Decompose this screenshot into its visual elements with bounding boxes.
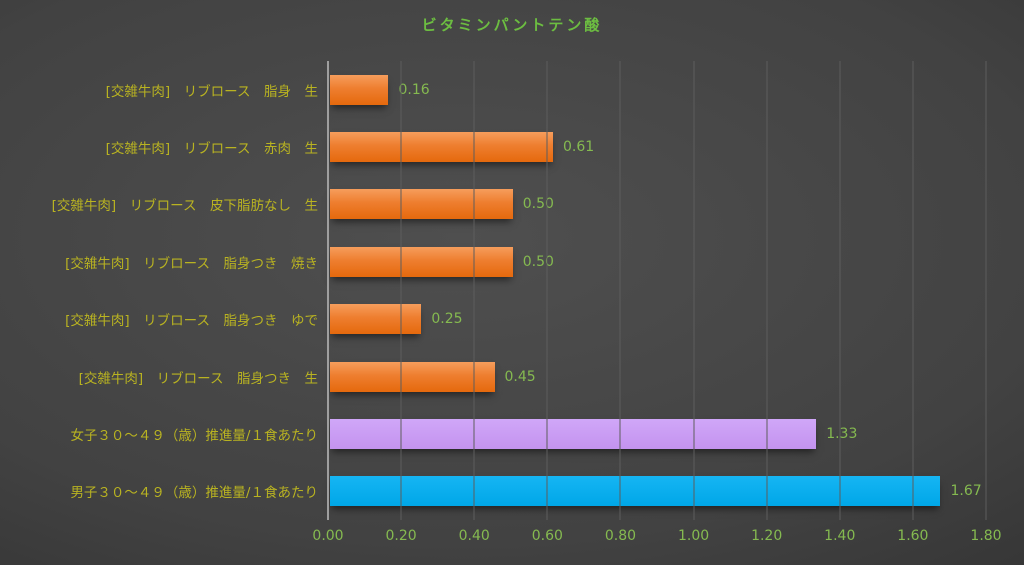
category-label: [交雑牛肉] リブロース 脂身つき ゆで	[65, 313, 318, 330]
gridline	[766, 61, 768, 520]
x-tick-label: 0.80	[604, 528, 637, 544]
category-label: [交雑牛肉] リブロース 皮下脂肪なし 生	[51, 198, 318, 215]
bar-orange	[330, 304, 422, 335]
category-label: 女子３０～４９（歳）推進量/１食あたり	[70, 427, 318, 444]
value-label: 0.61	[562, 139, 595, 156]
x-tick-label: 1.20	[751, 528, 783, 544]
bar-row: 0.25	[328, 291, 986, 348]
bar-orange	[330, 189, 513, 220]
bar-row: 0.50	[328, 176, 986, 233]
x-tick-label: 0.20	[385, 528, 417, 544]
value-label: 1.67	[950, 483, 982, 500]
x-axis: 0.00 0.20 0.40 0.60 0.80 1.00 1.20 1.40 1.60 1.80	[312, 528, 1001, 550]
bar-row: 0.61	[328, 118, 986, 175]
value-label: 0.50	[522, 253, 554, 270]
x-tick-label: 0.60	[531, 528, 563, 544]
gridline	[985, 61, 987, 520]
category-label: [交雑牛肉] リブロース 赤肉 生	[105, 141, 318, 158]
gridline	[400, 61, 402, 520]
bar-orange	[330, 74, 389, 105]
bar-blue	[330, 476, 941, 507]
gridline	[546, 61, 548, 520]
bar-orange	[330, 361, 495, 392]
y-axis-line	[327, 61, 329, 520]
bar-orange	[330, 132, 553, 163]
gridline	[693, 61, 695, 520]
x-tick-label: 1.40	[824, 528, 856, 544]
plot-area: 0.16 0.61 0.50 0.50 0.25 0.45 1.33 1.67	[327, 61, 987, 520]
category-label: 男子３０～４９（歳）推進量/１食あたり	[70, 485, 318, 502]
value-label: 0.16	[398, 81, 430, 98]
value-label: 0.45	[504, 368, 536, 385]
chart-title: ビタミンパントテン酸	[421, 16, 603, 34]
category-label: [交雑牛肉] リブロース 脂身 生	[105, 83, 318, 100]
bar-row: 0.16	[328, 61, 986, 118]
x-tick-label: 1.00	[677, 528, 710, 544]
category-label: [交雑牛肉] リブロース 脂身つき 生	[78, 370, 318, 387]
bar-rows: 0.16 0.61 0.50 0.50 0.25 0.45 1.33 1.67	[328, 61, 986, 520]
category-label: [交雑牛肉] リブロース 脂身つき 焼き	[65, 255, 318, 272]
value-label: 0.25	[431, 311, 463, 328]
gridline	[619, 61, 621, 520]
value-label: 0.50	[522, 196, 554, 213]
bar-row: 0.45	[328, 348, 986, 405]
gridline	[839, 61, 841, 520]
x-tick-label: 0.00	[312, 528, 344, 544]
x-tick-label: 1.80	[970, 528, 1002, 544]
bar-row: 1.67	[328, 463, 986, 520]
category-axis: [交雑牛肉] リブロース 脂身 生 [交雑牛肉] リブロース 赤肉 生 [交雑牛肉]…	[0, 61, 318, 520]
bar-purple	[330, 418, 817, 449]
gridline	[473, 61, 475, 520]
gridline	[912, 61, 914, 520]
bar-row: 1.33	[328, 405, 986, 462]
bar-orange	[330, 246, 513, 277]
x-tick-label: 0.40	[458, 528, 490, 544]
bar-row: 0.50	[328, 233, 986, 290]
x-tick-label: 1.60	[897, 528, 929, 544]
value-label: 1.33	[826, 425, 858, 442]
